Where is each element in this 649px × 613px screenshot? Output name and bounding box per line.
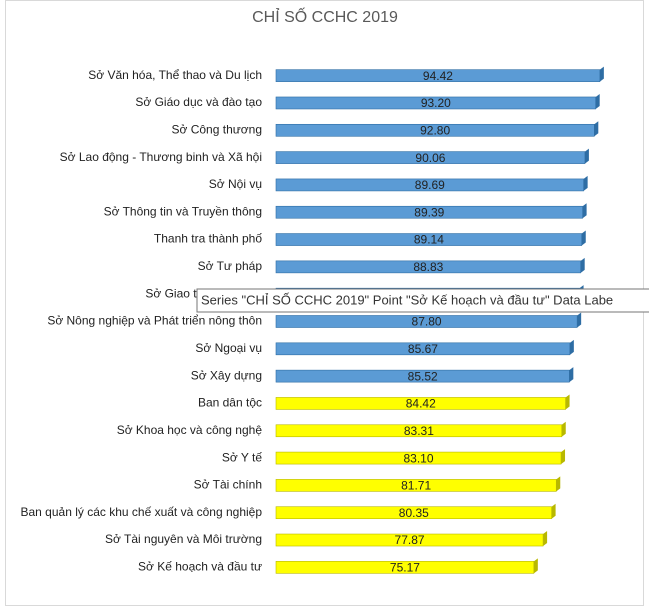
bar	[275, 479, 557, 492]
bar-depth	[599, 66, 604, 82]
y-tick-label: Ban quản lý các khu chế xuất và công ngh…	[21, 505, 263, 519]
bar	[275, 205, 583, 219]
bar	[275, 151, 586, 164]
y-tick-label: Sở Tư pháp	[198, 259, 263, 273]
bar	[275, 342, 571, 356]
bar	[275, 561, 535, 574]
y-tick-label: Sở Kế hoạch và đầu tư	[138, 560, 262, 574]
bar	[275, 260, 581, 274]
bar-depth	[584, 148, 589, 164]
bar-depth	[543, 531, 548, 547]
bar-depth	[551, 503, 556, 519]
bar-depth	[556, 476, 561, 492]
tooltip-box	[196, 288, 649, 313]
data-label: 93.20	[421, 96, 451, 110]
bar	[275, 233, 583, 246]
y-tick-label: Sở Nội vụ	[209, 177, 262, 191]
bar	[275, 96, 596, 110]
y-tick-label: Sở Tài chính	[194, 478, 262, 492]
bar	[275, 69, 601, 82]
bar-depth	[595, 93, 600, 109]
y-tick-label: Sở Y tế	[222, 450, 262, 464]
data-label: 85.67	[408, 342, 438, 356]
data-label: 87.80	[412, 315, 442, 329]
y-tick-label: Sở Giáo dục và đào tạo	[135, 95, 262, 109]
data-label: 88.83	[413, 260, 443, 274]
bar-depth	[582, 203, 587, 219]
bar	[275, 424, 563, 438]
data-label: 75.17	[390, 561, 420, 575]
bar	[275, 533, 544, 547]
y-tick-label: Sở Khoa học và công nghệ	[117, 423, 263, 437]
y-tick-label: Sở Công thương	[172, 122, 263, 136]
bar	[275, 397, 566, 410]
bar-depth	[583, 175, 588, 191]
y-tick-label: Sở Văn hóa, Thể thao và Du lịch	[88, 68, 262, 82]
bar	[275, 369, 570, 383]
bar	[275, 123, 595, 137]
y-tick-label: Ban dân tộc	[198, 396, 262, 410]
y-tick-label: Sở Ngoại vụ	[195, 341, 262, 355]
y-tick-label: Sở Tài nguyên và Môi trường	[105, 532, 262, 546]
bar-depth	[533, 558, 538, 574]
bar	[275, 451, 562, 465]
bar-depth	[569, 339, 574, 355]
bar-depth	[569, 367, 574, 383]
tooltip: Series "CHỈ SỐ CCHC 2019" Point "Sở Kế h…	[196, 288, 649, 313]
data-label: 90.06	[415, 151, 445, 165]
data-label: 84.42	[406, 397, 436, 411]
bar-depth	[580, 257, 585, 273]
data-label: 89.14	[414, 233, 444, 247]
bar	[275, 178, 584, 192]
bar-depth	[581, 230, 586, 246]
data-label: 83.10	[404, 451, 434, 465]
data-label: 89.39	[414, 205, 444, 219]
tooltip-text: Series "CHỈ SỐ CCHC 2019" Point "Sở Kế h…	[201, 292, 613, 307]
data-label: 80.35	[399, 506, 429, 520]
y-tick-label: Sở Xây dựng	[191, 368, 262, 382]
data-label: 92.80	[420, 123, 450, 137]
y-tick-label: Sở Nông nghiệp và Phát triển nông thôn	[47, 314, 262, 328]
bar	[275, 315, 578, 328]
bar-depth	[577, 312, 582, 328]
y-tick-label: Sở Thông tin và Truyền thông	[104, 204, 262, 218]
data-label: 81.71	[401, 479, 431, 493]
data-label: 85.52	[408, 369, 438, 383]
bar-depth	[565, 394, 570, 410]
data-label: 89.69	[415, 178, 445, 192]
chart-title: CHỈ SỐ CCHC 2019	[252, 6, 398, 26]
bar-depth	[561, 421, 566, 437]
bar	[275, 506, 552, 520]
bar-depth	[594, 121, 599, 137]
bar-depth	[561, 449, 566, 465]
data-label: 94.42	[423, 69, 453, 83]
data-label: 77.87	[395, 533, 425, 547]
y-tick-label: Thanh tra thành phố	[154, 232, 262, 246]
data-label: 83.31	[404, 424, 434, 438]
y-tick-label: Sở Lao động - Thương binh và Xã hội	[60, 150, 262, 164]
